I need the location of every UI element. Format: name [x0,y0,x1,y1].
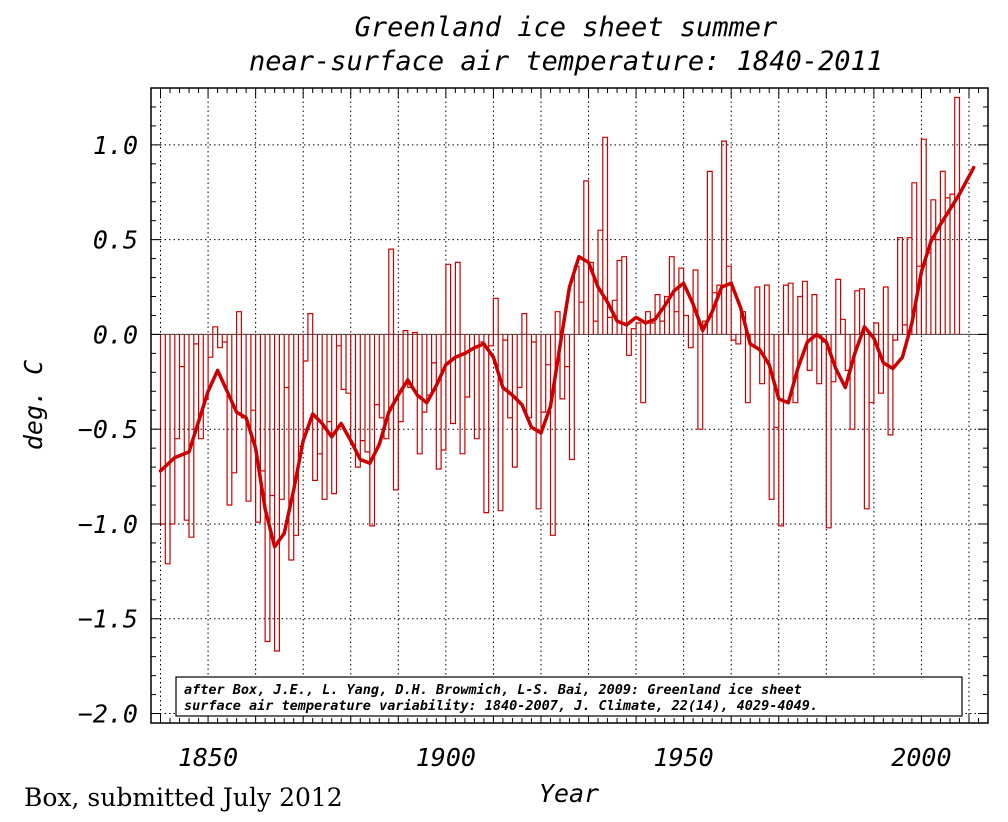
x-tick-labels: 1850 1900 1950 2000 [178,743,952,772]
x-tick-label: 1950 [654,743,714,772]
x-tick-label: 1850 [178,743,238,772]
y-tick-label: −1.5 [78,605,138,634]
y-tick-label: 1.0 [93,131,138,160]
chart-title-line-1: Greenland ice sheet summer [355,12,778,43]
y-tick-label: 0.0 [93,320,138,349]
y-tick-labels: 1.0 0.5 0.0 −0.5 −1.0 −1.5 −2.0 [78,131,138,729]
y-tick-label: −1.0 [78,510,138,539]
citation-line-2: surface air temperature variability: 184… [184,698,818,714]
credit-text: Box, submitted July 2012 [24,783,343,812]
plot-frame [150,87,989,724]
y-tick-label: −2.0 [78,700,138,729]
smoothed-temperature-line [158,165,976,549]
x-tick-label: 2000 [891,743,951,772]
axis-ticks [151,88,988,723]
y-tick-label: −0.5 [78,415,138,444]
x-tick-label: 1900 [416,743,476,772]
y-axis-label: deg. C [19,360,48,450]
chart-title-line-2: near-surface air temperature: 1840-2011 [249,46,883,77]
y-tick-label: 0.5 [93,226,138,255]
citation-line-1: after Box, J.E., L. Yang, D.H. Browmich,… [184,682,802,698]
x-axis-label: Year [539,779,599,808]
citation-box: after Box, J.E., L. Yang, D.H. Browmich,… [175,676,963,717]
